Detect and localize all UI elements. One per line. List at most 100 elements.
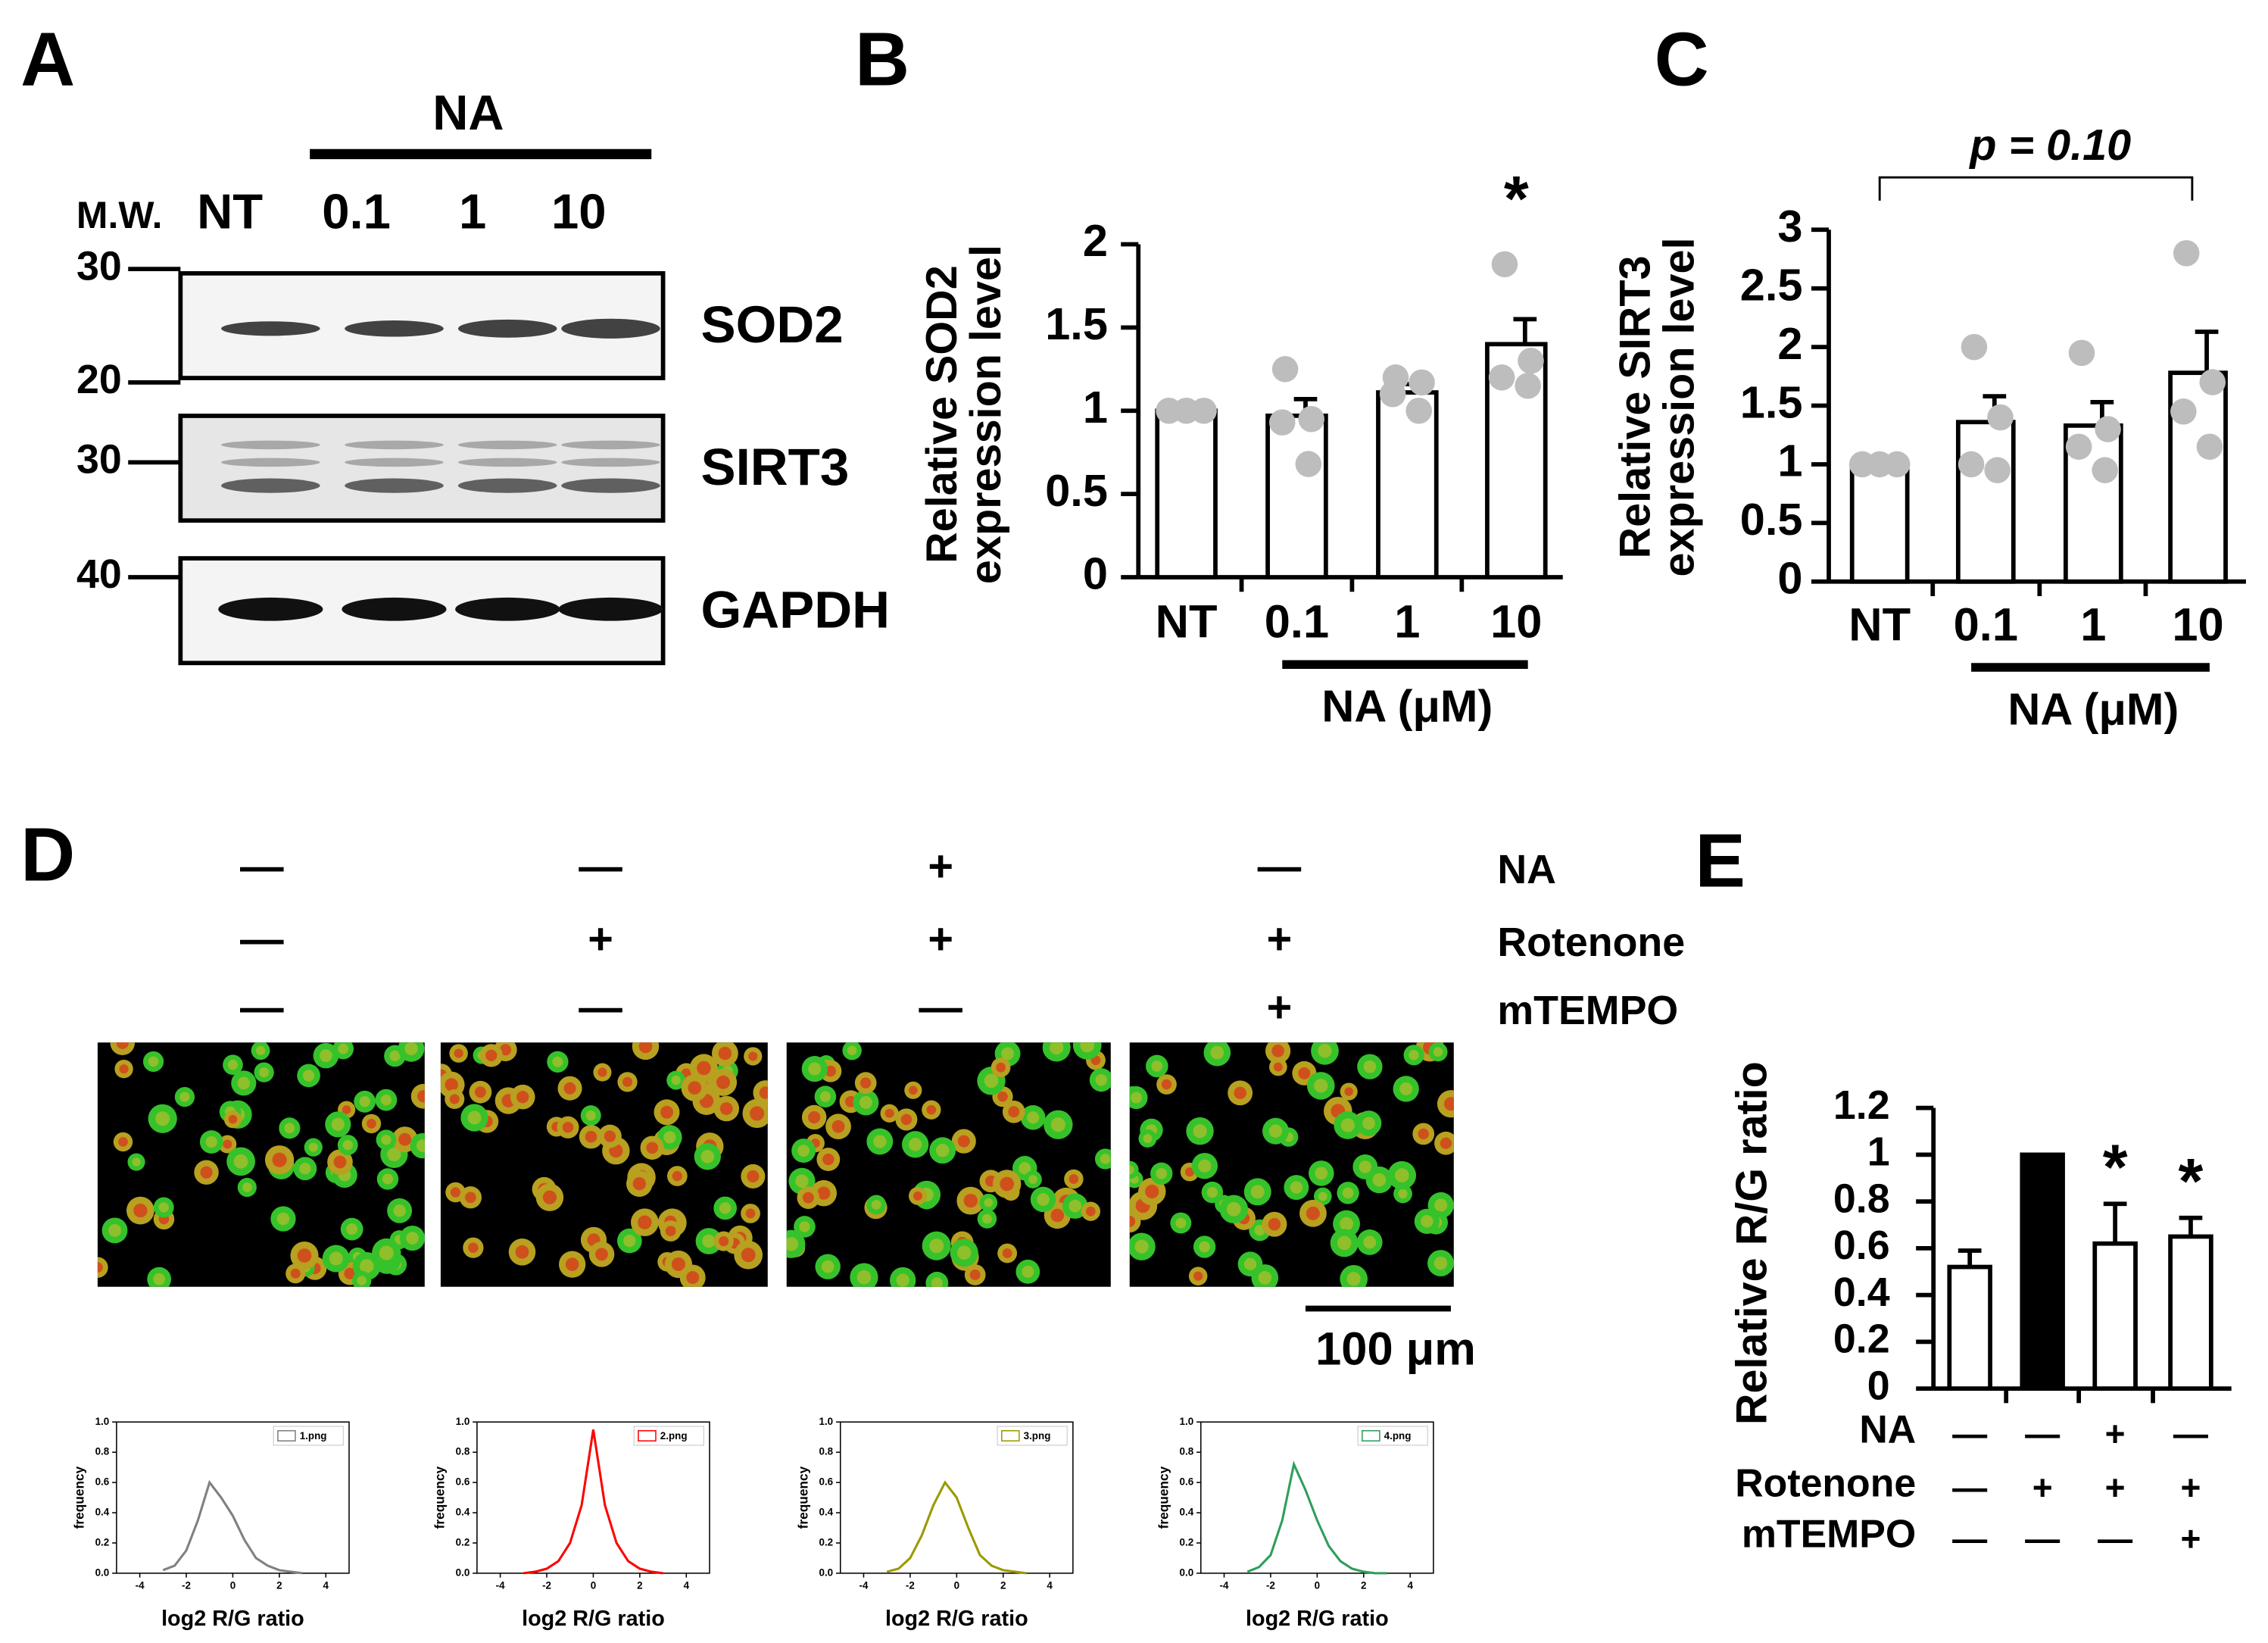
condition-name: Rotenone [1735,1460,1916,1504]
condition-sign: — [1952,1468,1988,1507]
nucleus [750,1106,765,1121]
nucleus [1193,1124,1207,1139]
histogram-line [162,1479,303,1575]
nucleus [873,1135,887,1148]
nucleus [450,1187,461,1198]
nucleus [1134,1239,1149,1254]
nucleus [379,1245,394,1260]
nucleus [389,1050,401,1062]
condition-sign: — [919,983,962,1032]
nucleus [1298,1067,1311,1079]
nucleus [308,1142,318,1152]
legend-label: 1.png [300,1430,327,1442]
data-point [1295,451,1322,477]
x-tick-label: -2 [542,1580,551,1591]
panel-label: A [20,18,75,102]
nucleus [819,1091,831,1102]
nucleus [597,1067,607,1077]
nucleus [638,1215,652,1229]
nucleus [802,1192,814,1204]
nucleus [1346,1272,1361,1286]
condition-sign: + [2032,1468,2053,1507]
nucleus [1418,1128,1429,1140]
nucleus [338,1043,349,1054]
nucleus [200,1166,213,1179]
nucleus [1156,1167,1168,1179]
nucleus [563,1082,576,1095]
nucleus [380,1094,392,1106]
y-tick-label: 0.4 [1180,1507,1194,1518]
data-point [1987,404,2014,431]
nucleus [297,1248,312,1263]
x-tick-label: 0 [954,1580,959,1591]
y-tick-label: 1.5 [1740,376,1803,427]
bar [1947,1264,1992,1391]
nucleus [179,1092,190,1102]
nucleus [997,1091,1008,1102]
y-tick-label: 0.2 [1833,1317,1890,1362]
condition-sign: + [2105,1414,2126,1454]
condition-sign: — [2098,1519,2133,1558]
legend-swatch [1362,1429,1380,1442]
x-tick-label: 1 [2080,598,2106,651]
x-axis-label: log2 R/G ratio [161,1607,304,1631]
data-point [2068,339,2095,367]
condition-sign: — [579,983,622,1032]
y-tick-label: 0.4 [1833,1270,1890,1315]
x-tick-label: 4 [323,1580,329,1591]
y-tick-label: 0.5 [1045,465,1108,516]
protein-label: SIRT3 [700,437,849,496]
band [221,440,320,450]
nucleus [759,1086,768,1099]
y-tick-label: 2 [1777,318,1802,369]
nucleus [847,1045,857,1056]
nucleus [1226,1201,1241,1217]
y-tick-label: 0.0 [456,1566,470,1578]
nucleus [900,1114,913,1126]
y-tick-label: 0 [1083,548,1108,599]
nucleus [474,1086,486,1098]
legend-box [997,1426,1068,1446]
bar [2064,423,2123,584]
nucleus [671,1257,686,1272]
x-tick-label: 0 [591,1580,596,1591]
y-axis-label: Relative R/G ratio [1727,1061,1776,1425]
protein-label: SOD2 [700,295,843,354]
condition-name: mTEMPO [1497,988,1678,1033]
y-axis-label: expression level [1655,237,1703,576]
y-tick-label: 0.8 [95,1446,110,1457]
condition-sign: — [240,842,284,891]
nucleus [499,1044,512,1056]
nucleus [454,1048,463,1058]
nucleus [1342,1187,1354,1199]
mw-marker: 20 [76,357,122,402]
nucleus [542,1190,557,1204]
nucleus [393,1204,406,1217]
histogram-line [886,1480,1027,1575]
y-axis-label: expression level [962,245,1010,584]
nucleus [585,1110,596,1121]
y-axis-label: Relative SIRT3 [1611,255,1660,558]
condition-sign: — [2025,1519,2061,1558]
y-axis-label: frequency [432,1466,447,1529]
nucleus [817,1186,831,1200]
nucleus [320,1049,332,1063]
nucleus [1340,1118,1355,1132]
nucleus [929,1238,944,1254]
band [457,478,557,493]
nucleus [367,1119,376,1129]
data-point [1883,451,1911,478]
nucleus [604,1130,616,1142]
nucleus [638,1042,653,1054]
nucleus [406,1232,419,1245]
nucleus [1068,1174,1079,1184]
nucleus [467,1110,482,1125]
nucleus [331,1117,345,1131]
nucleus [465,1192,476,1204]
x-tick-label: 2 [276,1580,282,1591]
x-tick-label: 0.1 [1954,598,2018,651]
nucleus [1440,1137,1452,1149]
group-label: NA (μM) [2008,683,2179,734]
nucleus [158,1202,169,1213]
